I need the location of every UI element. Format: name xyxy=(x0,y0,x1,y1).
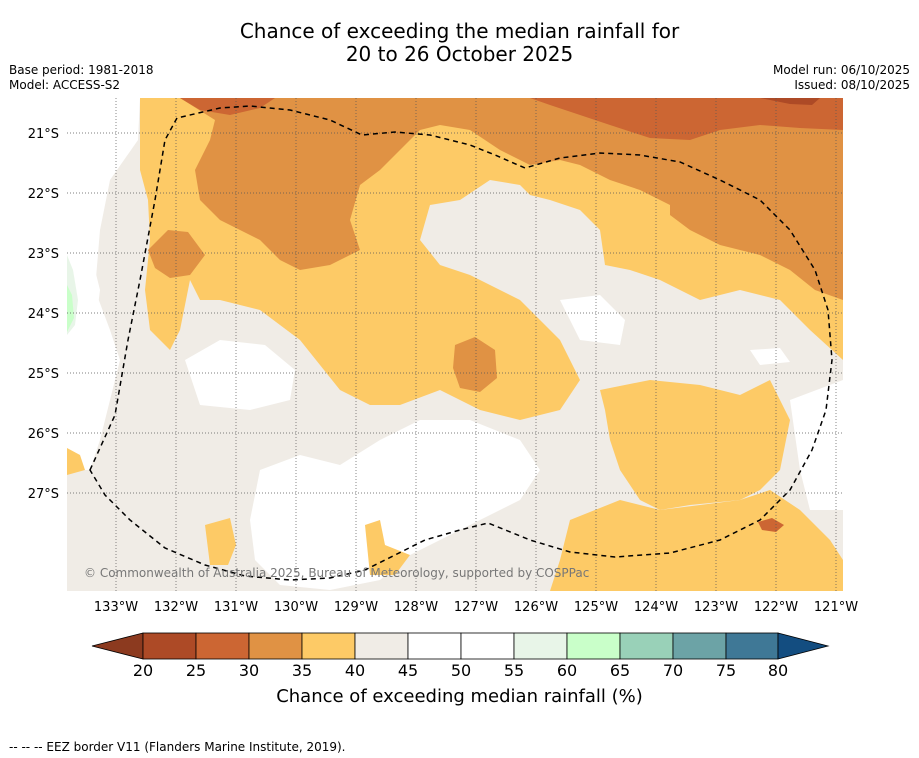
colorbar-bin xyxy=(248,632,303,660)
lon-label: 129°W xyxy=(334,600,378,615)
rainfall-map: © Commonwealth of Australia 2025, Bureau… xyxy=(28,98,858,660)
lat-label: 23°S xyxy=(28,247,59,262)
colorbar-tick: 80 xyxy=(767,661,789,680)
white-area-south xyxy=(250,420,540,590)
colorbar-bin xyxy=(142,632,197,660)
light-orange-east xyxy=(600,380,790,510)
lat-axis: 21°S 22°S 23°S 24°S 25°S 26°S 27°S xyxy=(28,127,59,502)
deep-orange-ne xyxy=(530,98,843,140)
mid-orange-north xyxy=(180,98,843,270)
lon-label: 121°W xyxy=(814,600,858,615)
white-area-ne xyxy=(560,295,625,345)
zone-20-25 xyxy=(760,98,820,105)
colorbar-bin xyxy=(619,632,674,660)
base-period: Base period: 1981-2018 xyxy=(9,63,154,77)
model-name: Model: ACCESS-S2 xyxy=(9,78,121,92)
zone-25-30 xyxy=(180,98,843,532)
colorbar-bin xyxy=(725,632,779,660)
gridlines xyxy=(67,98,843,591)
light-orange-south xyxy=(365,520,410,575)
lon-label: 124°W xyxy=(634,600,678,615)
colorbar xyxy=(91,632,830,660)
mid-orange-east xyxy=(670,195,843,300)
colorbar-high-arrow xyxy=(777,632,830,660)
lon-label: 127°W xyxy=(454,600,498,615)
lat-label: 25°S xyxy=(28,367,59,382)
model-run: Model run: 06/10/2025 xyxy=(772,63,910,77)
lat-label: 27°S xyxy=(28,487,59,502)
lon-label: 125°W xyxy=(574,600,618,615)
lat-label: 22°S xyxy=(28,187,59,202)
white-area-small xyxy=(750,348,790,365)
lat-label: 24°S xyxy=(28,307,59,322)
colorbar-tick: 65 xyxy=(609,661,631,680)
colorbar-bin xyxy=(407,632,462,660)
lon-label: 130°W xyxy=(274,600,318,615)
lon-label: 126°W xyxy=(514,600,558,615)
colorbar-tick: 25 xyxy=(185,661,207,680)
chart-title-line2: 20 to 26 October 2025 xyxy=(345,42,574,66)
dark-orange-ne xyxy=(760,98,820,105)
colorbar-bin xyxy=(301,632,356,660)
colorbar-tick: 20 xyxy=(132,661,154,680)
map-area: © Commonwealth of Australia 2025, Bureau… xyxy=(67,98,843,591)
colorbar-tick: 70 xyxy=(662,661,684,680)
light-orange-se xyxy=(550,490,843,591)
white-area-central xyxy=(185,340,295,410)
white-area-east xyxy=(790,380,843,510)
colorbar-tick: 40 xyxy=(344,661,366,680)
colorbar-tick: 60 xyxy=(556,661,578,680)
colorbar-tick: 30 xyxy=(238,661,260,680)
zone-30-35 xyxy=(148,98,843,392)
colorbar-tick: 75 xyxy=(715,661,737,680)
lat-label: 21°S xyxy=(28,127,59,142)
deep-orange-se xyxy=(758,518,784,532)
colorbar-tick: 55 xyxy=(503,661,525,680)
issued-date: Issued: 08/10/2025 xyxy=(794,78,910,92)
colorbar-bin xyxy=(513,632,568,660)
colorbar-bin xyxy=(460,632,515,660)
light-orange-sw xyxy=(205,518,236,565)
lon-label: 123°W xyxy=(694,600,738,615)
light-orange-west-edge xyxy=(67,448,85,475)
colorbar-bin xyxy=(566,632,621,660)
colorbar-bin xyxy=(354,632,409,660)
deep-orange-north xyxy=(180,98,275,115)
lat-label: 26°S xyxy=(28,427,59,442)
lon-label: 122°W xyxy=(754,600,798,615)
green-area-core xyxy=(67,285,74,332)
colorbar-tick: 45 xyxy=(397,661,419,680)
lon-axis: 133°W 132°W 131°W 130°W 129°W 128°W 127°… xyxy=(94,600,858,615)
mid-orange-central xyxy=(453,337,497,392)
mid-orange-west xyxy=(148,230,205,278)
copyright-text: © Commonwealth of Australia 2025, Bureau… xyxy=(84,566,589,580)
white-area-west xyxy=(67,98,140,470)
eez-footnote: -- -- -- EEZ border V11 (Flanders Marine… xyxy=(9,740,346,754)
lon-label: 131°W xyxy=(214,600,258,615)
colorbar-title: Chance of exceeding median rainfall (%) xyxy=(276,686,643,707)
lon-label: 133°W xyxy=(94,600,138,615)
lon-label: 128°W xyxy=(394,600,438,615)
colorbar-low-arrow xyxy=(91,632,144,660)
colorbar-tick: 35 xyxy=(291,661,313,680)
colorbar-bin xyxy=(195,632,250,660)
colorbar-tick: 50 xyxy=(450,661,472,680)
lon-label: 132°W xyxy=(154,600,198,615)
colorbar-bin xyxy=(672,632,727,660)
eez-border xyxy=(89,105,833,581)
chart-title-line1: Chance of exceeding the median rainfall … xyxy=(239,19,680,43)
